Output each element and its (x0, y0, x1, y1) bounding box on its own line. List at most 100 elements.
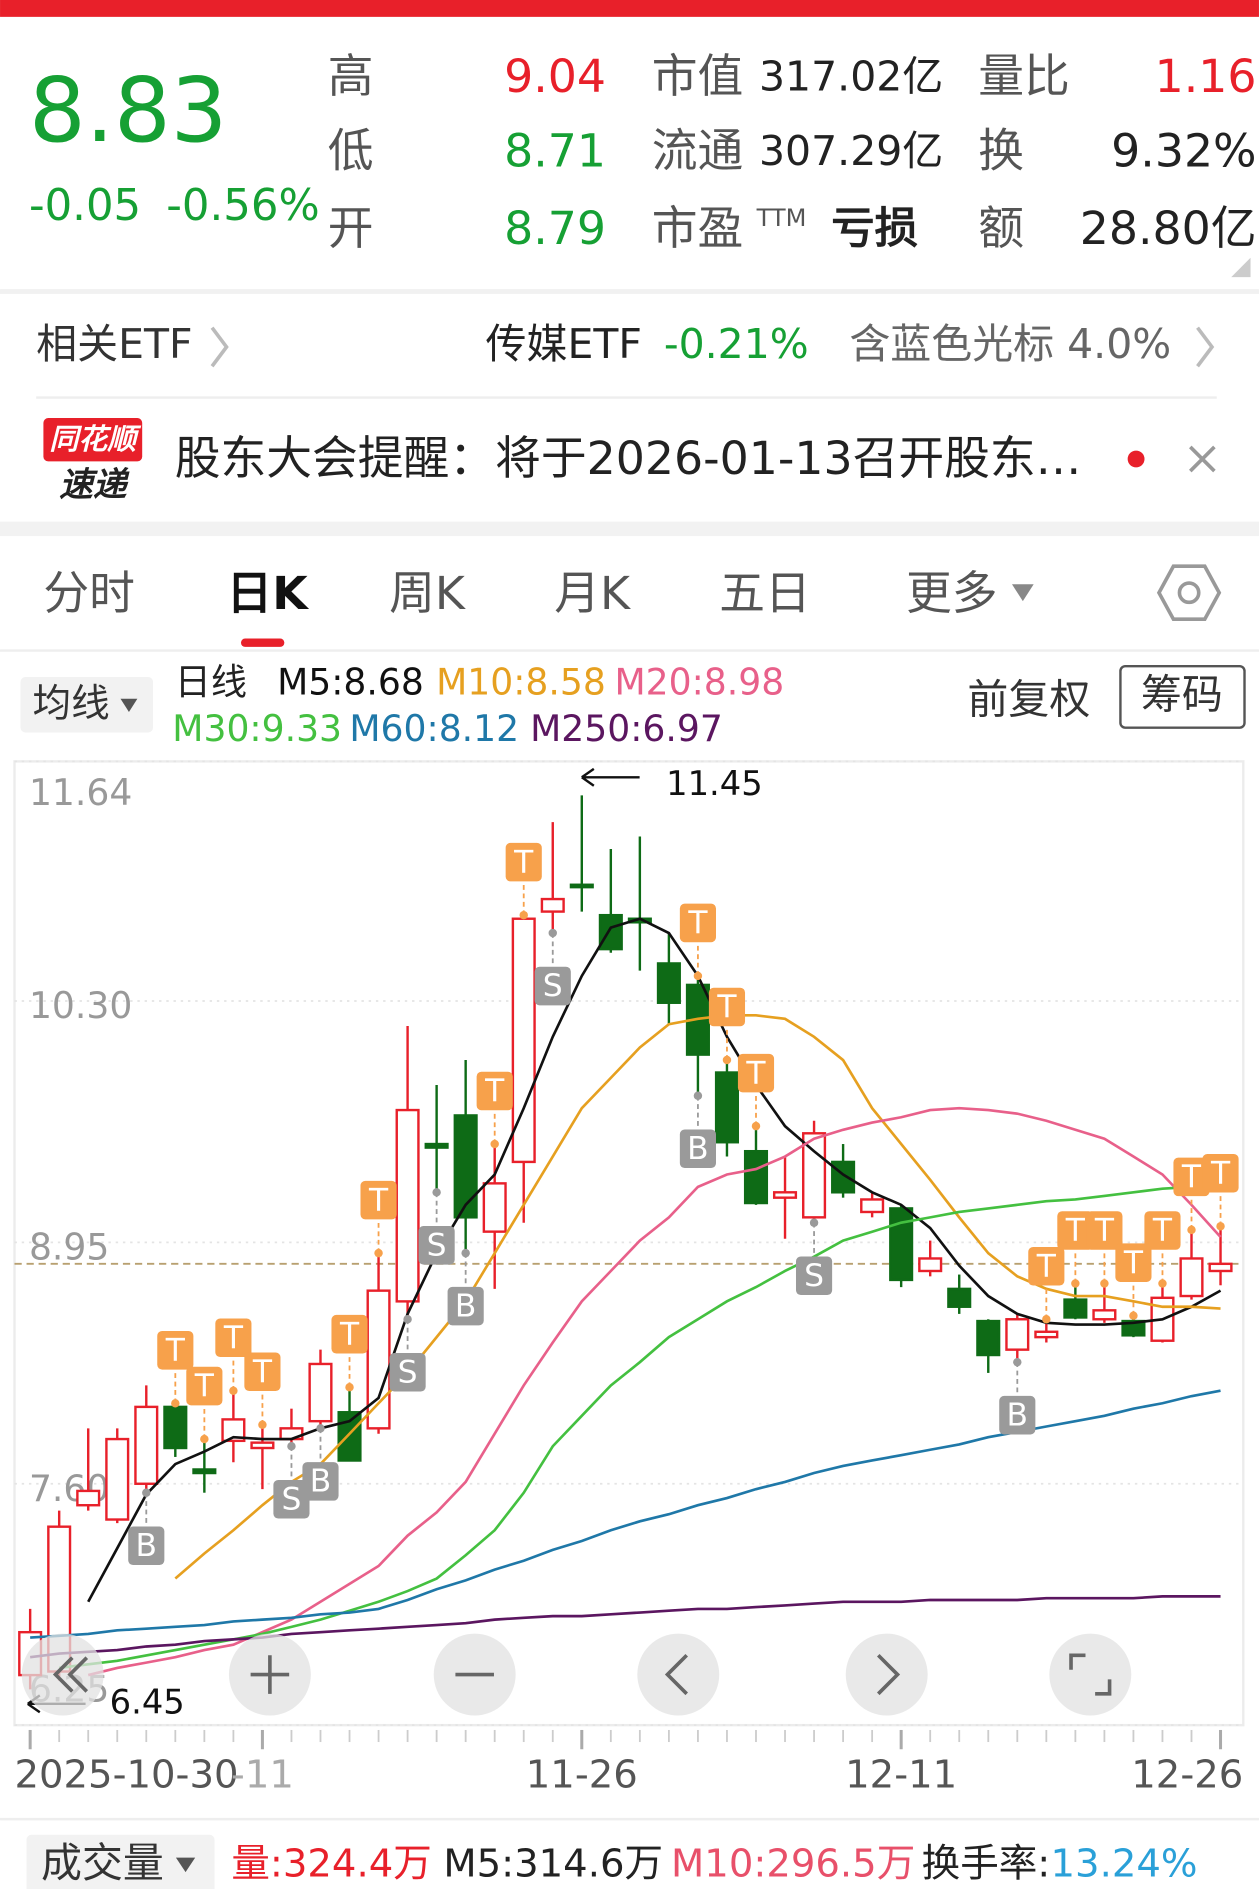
signal-label: T (1036, 1248, 1057, 1284)
tab[interactable]: 月K (554, 567, 631, 620)
stat-label: 低 (328, 125, 374, 178)
chart-buttons (21, 1633, 1132, 1716)
news-text: 股东大会提醒：将于2026-01-13召开股东… (175, 432, 1082, 485)
tab[interactable]: 日K (227, 567, 310, 620)
stat-value: 9.32% (1111, 125, 1256, 178)
signal-dot (287, 1442, 296, 1451)
settings-button[interactable] (1156, 564, 1222, 622)
etf-row[interactable]: 相关ETF 传媒ETF -0.21% 含蓝色光标 4.0% (36, 320, 1215, 368)
news-row[interactable]: 同花顺 速递 股东大会提醒：将于2026-01-13召开股东… (43, 418, 1145, 504)
volume-m5: M5:314.6万 (443, 1842, 663, 1887)
candle-body (918, 1257, 943, 1273)
low-label: 6.45 (110, 1682, 185, 1721)
signal-label: S (543, 968, 563, 1004)
signal-box (534, 966, 571, 1006)
signal-dot (1100, 1279, 1109, 1288)
signal-label: T (252, 1354, 273, 1390)
stat-label: 流通 (652, 125, 744, 178)
tab[interactable]: 周K (389, 567, 466, 620)
candle-body (1005, 1318, 1030, 1351)
candle-body (366, 1289, 391, 1430)
signal-dot (171, 1399, 180, 1408)
signal-label: T (339, 1316, 360, 1352)
signal-dot (316, 1424, 325, 1433)
signal-dot (490, 1139, 499, 1149)
etf-change: -0.21% (664, 320, 809, 368)
signal-box (737, 1053, 775, 1093)
volume-title: 成交量 (41, 1839, 164, 1887)
signal-label: T (687, 905, 708, 941)
ma-line (87, 917, 1222, 1603)
etf-name: 传媒ETF (486, 320, 642, 368)
signal-dot (1071, 1279, 1080, 1288)
signal-dot (345, 1382, 354, 1392)
signal-box (128, 1526, 165, 1565)
separator (0, 289, 1259, 294)
settings-icon (1156, 564, 1222, 622)
stat-label: 高 (328, 50, 374, 103)
chips-text: 筹码 (1141, 671, 1223, 719)
ma-line (174, 1014, 1221, 1580)
signal-label: T (716, 989, 737, 1025)
signal-dot (461, 1248, 470, 1258)
chart-button[interactable] (845, 1633, 928, 1716)
chart-button-icon (876, 1654, 901, 1696)
signal-dot (751, 1121, 761, 1131)
legend: M5:8.68 M10:8.58 M20:8.98 M30:9.33 M60:8.12 M… (172, 660, 784, 750)
chips-button[interactable]: 筹码 (1119, 665, 1246, 729)
etf-title: 相关ETF (36, 320, 192, 368)
tab[interactable]: 更多 (906, 567, 998, 620)
candle-body (453, 1114, 478, 1219)
chart-button[interactable] (1049, 1633, 1132, 1716)
chart-button[interactable] (637, 1633, 720, 1716)
stat-value: 307.29亿 (759, 127, 943, 175)
chart-button-icon (52, 1656, 89, 1693)
candle-body (831, 1160, 856, 1194)
y-tick-label: 8.95 (29, 1226, 109, 1269)
signal-box (186, 1366, 223, 1406)
signal-dot (374, 1248, 383, 1258)
signal-box (360, 1180, 397, 1220)
signal-label: T (194, 1368, 215, 1404)
candle-body (772, 1191, 798, 1199)
candle-body (1034, 1330, 1059, 1339)
corner-icon (1231, 257, 1251, 278)
tabs: 分时 日K 周K 月K 五日 更多 (43, 567, 997, 620)
news-badge (43, 418, 143, 462)
signal-label: S (427, 1228, 447, 1264)
high-arrow (581, 767, 640, 787)
candle-body (76, 1489, 101, 1507)
signal-label: B (310, 1464, 331, 1500)
candle-body (1208, 1262, 1233, 1273)
signal-dot (809, 1218, 819, 1227)
stat-label: 换 (978, 125, 1024, 178)
adjust-button[interactable]: 前复权 (967, 675, 1090, 723)
tab[interactable]: 分时 (43, 567, 135, 620)
volume-m10: M10:296.5万 (671, 1842, 915, 1887)
x-tick-label: 2025-10-30 (14, 1752, 238, 1797)
signal-dot (258, 1420, 267, 1429)
signal-box (331, 1314, 368, 1354)
tab[interactable]: 五日 (719, 567, 811, 620)
signal-box (1057, 1211, 1094, 1250)
signal-label: T (1152, 1213, 1173, 1249)
ma-line (87, 1106, 1222, 1677)
unread-dot (1127, 450, 1145, 468)
ma-button[interactable]: 均线 (20, 677, 154, 733)
signal-box (302, 1462, 339, 1501)
signal-dot (1129, 1311, 1138, 1320)
candle-body (1092, 1309, 1117, 1321)
signal-box (1115, 1243, 1152, 1282)
signal-dot (432, 1188, 441, 1197)
volume-button[interactable]: 成交量 (26, 1834, 215, 1889)
signal-label: T (513, 844, 534, 880)
candle-body (743, 1149, 769, 1205)
chart-button[interactable] (21, 1633, 104, 1716)
signal-box (418, 1226, 455, 1265)
legend-entry: M5:8.68 (277, 660, 424, 703)
close-button[interactable] (1189, 445, 1216, 473)
ma-line (29, 1595, 1221, 1659)
signal-box (505, 842, 542, 882)
